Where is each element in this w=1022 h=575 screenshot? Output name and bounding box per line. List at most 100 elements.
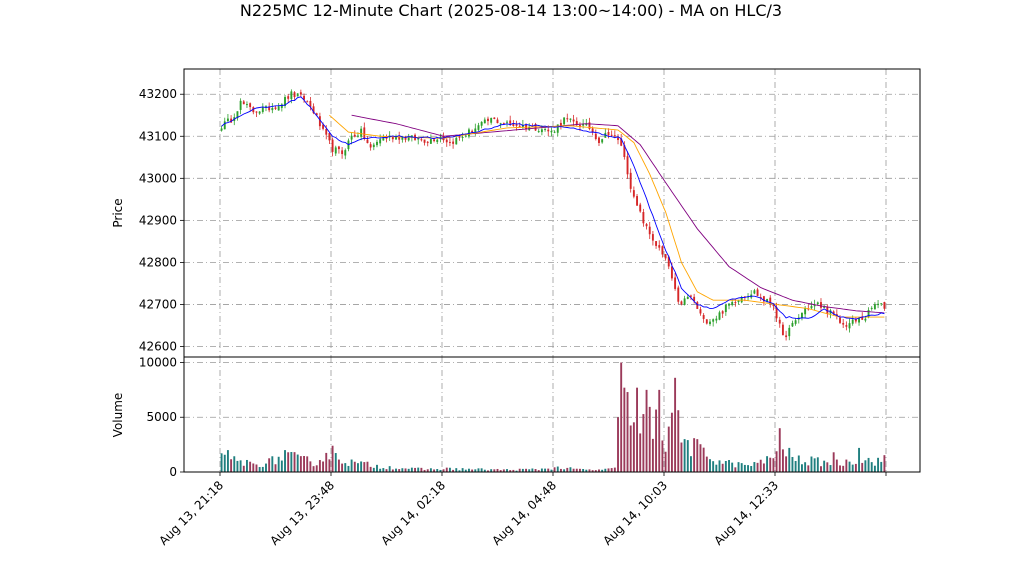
volume-bar	[493, 469, 496, 472]
candle-down	[762, 296, 765, 302]
volume-bar	[734, 467, 737, 472]
volume-bar	[797, 455, 800, 472]
volume-bar	[544, 468, 547, 472]
price-tick-label: 43200	[139, 87, 177, 101]
volume-bar	[499, 470, 502, 472]
candle-down	[315, 113, 318, 116]
volume-bar	[804, 462, 807, 472]
volume-bar	[309, 461, 312, 472]
candle-up	[284, 97, 286, 106]
volume-bar	[436, 469, 439, 472]
candle-up	[382, 137, 385, 141]
volume-tick-label: 5000	[146, 410, 177, 424]
candle-up	[848, 323, 851, 329]
volume-bar	[629, 425, 632, 472]
volume-bar	[306, 456, 309, 472]
volume-bar	[474, 469, 477, 472]
candle-down	[579, 125, 581, 128]
volume-bar	[379, 468, 382, 472]
volume-y-label: Volume	[111, 393, 125, 438]
volume-bar	[426, 469, 429, 472]
candle-up	[480, 121, 483, 126]
candle-down	[230, 118, 233, 123]
candle-up	[728, 303, 730, 306]
volume-bar	[696, 439, 699, 472]
volume-bar	[693, 438, 696, 472]
volume-bar	[686, 440, 689, 472]
volume-panel: 0 5000 10000 Volume	[111, 355, 921, 479]
volume-bar	[312, 466, 315, 472]
candle-down	[353, 134, 356, 137]
candle-up	[334, 147, 337, 154]
candle-down	[404, 136, 407, 140]
candle-up	[794, 320, 797, 324]
candle-down	[629, 172, 632, 189]
candle-down	[331, 139, 334, 152]
candle-down	[458, 136, 461, 138]
volume-bar	[363, 462, 366, 472]
volume-bar	[835, 459, 838, 472]
volume-bar	[277, 456, 280, 472]
volume-bar	[623, 387, 626, 472]
candle-up	[858, 318, 860, 323]
candle-down	[883, 302, 886, 309]
candle-down	[325, 128, 328, 135]
candle-down	[699, 309, 702, 314]
candle-down	[759, 297, 762, 299]
volume-bar	[674, 377, 677, 472]
candle-down	[398, 136, 401, 140]
volume-bar	[715, 464, 718, 472]
volume-bar	[731, 462, 734, 472]
candle-up	[357, 135, 359, 137]
candle-up	[867, 310, 870, 318]
volume-bar	[376, 464, 378, 472]
volume-bar	[642, 414, 645, 472]
volume-bar	[452, 469, 455, 472]
candle-down	[369, 144, 372, 148]
volume-bar	[579, 468, 581, 472]
candle-down	[452, 141, 455, 144]
candle-down	[448, 141, 451, 143]
volume-bar	[404, 468, 407, 472]
x-axis-ticks: Aug 13, 21:18 Aug 13, 23:48 Aug 14, 02:18 A…	[156, 472, 887, 548]
candle-down	[433, 139, 436, 142]
volume-bar	[477, 468, 480, 472]
candle-down	[690, 295, 692, 297]
candle-down	[658, 245, 661, 248]
candle-up	[468, 129, 470, 137]
candle-up	[483, 119, 486, 124]
candle-down	[575, 121, 578, 125]
volume-bar	[480, 468, 483, 472]
candle-down	[636, 196, 638, 206]
volume-bar	[750, 465, 753, 472]
volume-tick-label: 10000	[139, 355, 177, 369]
candle-down	[487, 118, 489, 122]
volume-bar	[658, 389, 661, 472]
volume-bar	[607, 468, 610, 472]
volume-bar	[433, 469, 436, 472]
price-tick-label: 43100	[139, 129, 177, 143]
candle-down	[607, 132, 610, 136]
volume-bar	[322, 461, 325, 472]
candle-down	[496, 119, 499, 124]
volume-bar	[870, 462, 873, 472]
volume-bar	[284, 450, 286, 472]
candle-up	[360, 128, 363, 137]
candle-down	[420, 139, 423, 141]
volume-bar	[829, 465, 832, 472]
volume-bar	[762, 463, 765, 472]
volume-bar	[664, 451, 667, 472]
candle-down	[566, 118, 569, 120]
volume-bar	[461, 468, 464, 472]
volume-bar	[299, 456, 302, 472]
volume-bar	[648, 406, 651, 472]
volume-bar	[429, 468, 432, 472]
candle-up	[585, 123, 588, 126]
candle-down	[445, 139, 448, 143]
candle-up	[747, 296, 749, 298]
volume-bar	[810, 456, 813, 472]
volume-bar	[239, 460, 242, 472]
volume-bar	[531, 468, 534, 472]
price-gridlines	[184, 69, 920, 357]
